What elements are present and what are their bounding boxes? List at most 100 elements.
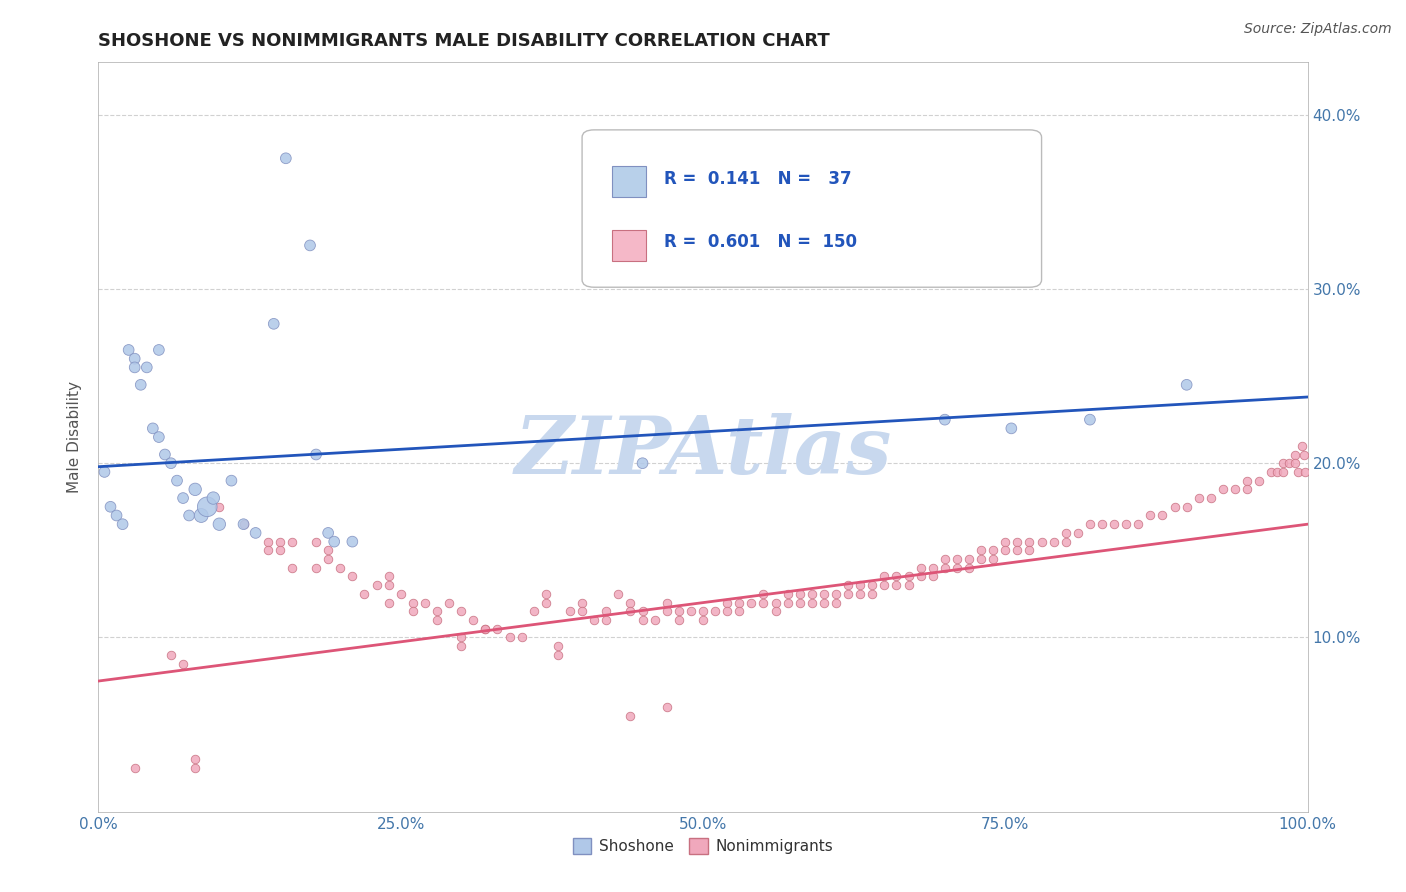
Point — [184, 752, 207, 766]
Point — [789, 596, 811, 610]
Point — [316, 552, 339, 566]
Point — [1212, 483, 1234, 497]
Point — [1042, 534, 1064, 549]
Point — [1199, 491, 1222, 505]
Point — [93, 465, 115, 479]
Point — [765, 596, 787, 610]
Point — [728, 604, 751, 618]
Point — [274, 151, 297, 165]
Point — [595, 604, 617, 618]
Point — [873, 578, 896, 592]
Point — [160, 456, 183, 470]
Point — [1188, 491, 1211, 505]
Point — [595, 613, 617, 627]
Point — [1007, 534, 1029, 549]
Point — [728, 596, 751, 610]
Point — [765, 604, 787, 618]
Point — [558, 604, 581, 618]
Point — [668, 613, 690, 627]
Point — [208, 500, 231, 514]
Point — [377, 578, 399, 592]
Point — [1000, 421, 1022, 435]
Point — [981, 552, 1004, 566]
Point — [437, 596, 460, 610]
Point — [256, 534, 278, 549]
Point — [716, 604, 738, 618]
Point — [631, 613, 654, 627]
Point — [934, 561, 956, 575]
Point — [981, 543, 1004, 558]
Point — [232, 517, 254, 532]
Point — [172, 491, 194, 505]
Point — [195, 500, 218, 514]
Point — [342, 534, 364, 549]
Point — [299, 238, 322, 252]
Point — [957, 561, 980, 575]
Text: ZIPAtlas: ZIPAtlas — [515, 413, 891, 491]
Point — [342, 569, 364, 583]
Point — [269, 543, 291, 558]
Y-axis label: Male Disability: Male Disability — [67, 381, 83, 493]
Point — [619, 596, 641, 610]
Point — [668, 604, 690, 618]
FancyBboxPatch shape — [613, 230, 647, 261]
Point — [263, 317, 285, 331]
Point — [1152, 508, 1174, 523]
Point — [463, 613, 485, 627]
Point — [124, 761, 146, 775]
Point — [316, 525, 339, 540]
Point — [498, 631, 520, 645]
Point — [1018, 543, 1040, 558]
Point — [655, 596, 678, 610]
Point — [184, 483, 207, 497]
Point — [1291, 439, 1313, 453]
Point — [946, 561, 969, 575]
Point — [534, 587, 557, 601]
Point — [740, 596, 762, 610]
Point — [837, 587, 859, 601]
Point — [129, 377, 152, 392]
Point — [474, 622, 496, 636]
Point — [221, 474, 243, 488]
Point — [921, 561, 943, 575]
Point — [1078, 412, 1101, 426]
Point — [534, 596, 557, 610]
Point — [523, 604, 546, 618]
Point — [426, 613, 449, 627]
Point — [571, 604, 593, 618]
Point — [813, 587, 835, 601]
Point — [305, 448, 328, 462]
Point — [860, 578, 883, 592]
Point — [825, 596, 848, 610]
Point — [1294, 465, 1316, 479]
Point — [946, 552, 969, 566]
Point — [402, 596, 425, 610]
Point — [1175, 500, 1198, 514]
Point — [450, 639, 472, 653]
Point — [148, 430, 170, 444]
Point — [655, 604, 678, 618]
Point — [776, 587, 799, 601]
Text: R =  0.601   N =  150: R = 0.601 N = 150 — [664, 234, 858, 252]
Point — [179, 508, 201, 523]
Point — [1054, 534, 1077, 549]
Point — [245, 525, 267, 540]
Point — [886, 569, 908, 583]
Point — [172, 657, 194, 671]
Point — [486, 622, 509, 636]
Point — [716, 596, 738, 610]
Point — [631, 604, 654, 618]
Point — [1054, 525, 1077, 540]
Point — [389, 587, 412, 601]
Point — [631, 456, 654, 470]
Point — [1272, 465, 1295, 479]
Point — [800, 596, 823, 610]
Point — [377, 596, 399, 610]
Point — [1115, 517, 1137, 532]
Point — [849, 587, 872, 601]
Point — [752, 596, 775, 610]
Point — [607, 587, 630, 601]
Point — [1102, 517, 1125, 532]
Point — [202, 491, 225, 505]
Point — [994, 543, 1017, 558]
